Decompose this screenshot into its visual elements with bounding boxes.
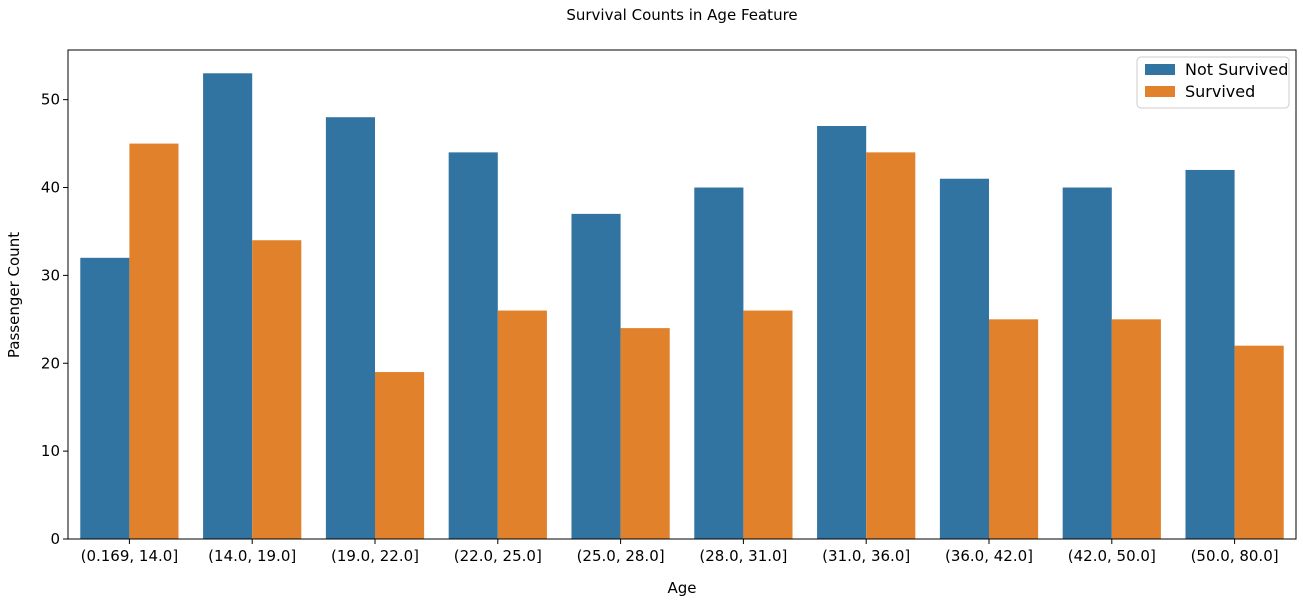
bar-not-survived-4 xyxy=(571,213,621,539)
y-tick-label: 10 xyxy=(41,442,60,460)
bar-survived-7 xyxy=(989,319,1039,539)
bar-survived-0 xyxy=(129,143,179,539)
x-tick-label: (14.0, 19.0] xyxy=(208,547,296,565)
bar-not-survived-9 xyxy=(1185,169,1235,539)
legend-swatch-survived xyxy=(1145,86,1175,97)
y-tick-label: 30 xyxy=(41,266,60,284)
bar-not-survived-2 xyxy=(325,117,375,539)
y-tick-label: 20 xyxy=(41,354,60,372)
legend-label-survived: Survived xyxy=(1185,82,1255,101)
bar-survived-4 xyxy=(620,328,670,539)
y-axis: 0 10 20 30 40 50 xyxy=(41,91,68,548)
bar-survived-2 xyxy=(375,372,425,539)
plot-frame xyxy=(67,49,1297,540)
bar-not-survived-6 xyxy=(817,126,867,539)
legend-swatch-not-survived xyxy=(1145,64,1175,75)
x-tick-label: (0.169, 14.0] xyxy=(81,547,179,565)
bar-not-survived-5 xyxy=(694,187,744,539)
y-tick-label: 40 xyxy=(41,179,60,197)
x-tick-label: (42.0, 50.0] xyxy=(1068,547,1156,565)
x-axis-title: Age xyxy=(667,579,696,597)
x-tick-label: (36.0, 42.0] xyxy=(945,547,1033,565)
bar-survived-1 xyxy=(252,240,302,540)
x-tick-label: (28.0, 31.0] xyxy=(699,547,787,565)
bar-survived-5 xyxy=(743,310,793,539)
bar-not-survived-7 xyxy=(939,178,989,540)
x-tick-label: (25.0, 28.0] xyxy=(577,547,665,565)
x-axis: (0.169, 14.0] (14.0, 19.0] (19.0, 22.0] (22… xyxy=(81,539,1279,565)
y-axis-title: Passenger Count xyxy=(5,232,23,358)
bar-survived-6 xyxy=(866,152,916,539)
bars-group xyxy=(80,73,1284,540)
bar-survived-3 xyxy=(497,310,547,539)
x-tick-label: (19.0, 22.0] xyxy=(331,547,419,565)
bar-survived-8 xyxy=(1111,319,1161,539)
legend: Not Survived Survived xyxy=(1136,56,1290,109)
legend-label-not-survived: Not Survived xyxy=(1185,60,1288,79)
bar-survived-9 xyxy=(1234,345,1284,539)
chart-title: Survival Counts in Age Feature xyxy=(566,6,797,24)
y-tick-label: 50 xyxy=(41,91,60,109)
x-tick-label: (31.0, 36.0] xyxy=(822,547,910,565)
x-tick-label: (22.0, 25.0] xyxy=(454,547,542,565)
bar-not-survived-3 xyxy=(448,152,498,539)
bar-not-survived-1 xyxy=(203,73,253,539)
x-tick-label: (50.0, 80.0] xyxy=(1191,547,1279,565)
bar-not-survived-8 xyxy=(1062,187,1112,539)
bar-not-survived-0 xyxy=(80,257,130,539)
y-tick-label: 0 xyxy=(50,530,60,548)
